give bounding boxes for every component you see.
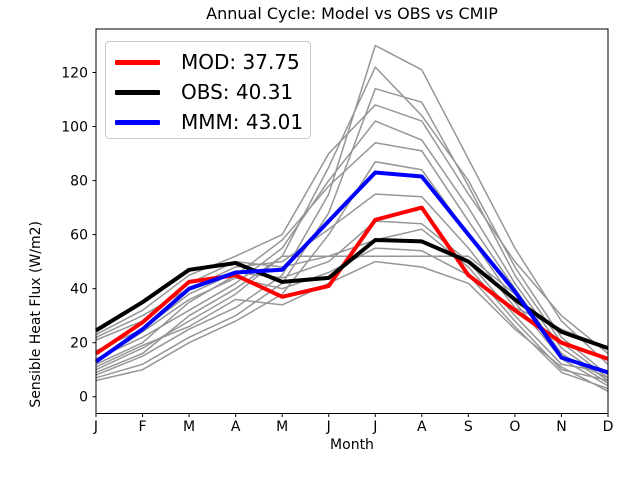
legend-item-mmm: MMM: 43.01 xyxy=(106,107,310,137)
x-tick-label: J xyxy=(326,419,331,435)
cmip-member-line xyxy=(95,260,609,392)
legend-line-sample-mmm xyxy=(115,119,160,125)
x-tick-label: D xyxy=(603,419,614,435)
cmip-member-line xyxy=(95,104,609,355)
x-tick-label: N xyxy=(556,419,566,435)
x-tick-label: S xyxy=(464,419,473,435)
series-line-mmm xyxy=(94,170,609,375)
x-tick-label: M xyxy=(183,419,195,435)
x-tick-label: F xyxy=(139,419,147,435)
y-tick-label: 40 xyxy=(70,282,88,298)
legend: MOD: 37.75 OBS: 40.31 MMM: 43.01 xyxy=(105,41,311,139)
y-tick-label: 60 xyxy=(70,228,88,244)
x-tick-label: J xyxy=(372,419,377,435)
cmip-member-line xyxy=(95,193,609,349)
x-tick-label: M xyxy=(276,419,288,435)
legend-line-sample-mod xyxy=(115,59,160,65)
cmip-member-line xyxy=(95,66,609,376)
cmip-member-line xyxy=(95,247,609,390)
y-tick-label: 80 xyxy=(70,174,88,190)
x-axis-label: Month xyxy=(330,437,374,453)
y-tick-label: 20 xyxy=(70,336,88,352)
legend-item-obs: OBS: 40.31 xyxy=(106,77,310,107)
y-tick-label: 120 xyxy=(61,66,88,82)
y-tick-label: 100 xyxy=(61,120,88,136)
series-line-mod xyxy=(94,205,609,361)
x-tick-label: O xyxy=(509,419,520,435)
legend-label-mod: MOD: 37.75 xyxy=(181,50,300,74)
chart-title: Annual Cycle: Model vs OBS vs CMIP xyxy=(206,4,498,23)
legend-label-mmm: MMM: 43.01 xyxy=(181,110,304,134)
x-tick-label: A xyxy=(417,419,427,435)
x-tick-label: J xyxy=(93,419,98,435)
y-tick-label: 0 xyxy=(79,390,88,406)
legend-item-mod: MOD: 37.75 xyxy=(106,47,310,77)
legend-line-sample-obs xyxy=(115,89,160,95)
y-axis-label-text: Sensible Heat Flux (W/m2) xyxy=(28,220,44,408)
cmip-member-line xyxy=(95,44,609,376)
axes-spines xyxy=(95,28,609,414)
legend-label-obs: OBS: 40.31 xyxy=(181,80,294,104)
cmip-member-line xyxy=(95,120,609,382)
x-tick-label: A xyxy=(231,419,241,435)
cmip-member-line xyxy=(95,220,609,374)
